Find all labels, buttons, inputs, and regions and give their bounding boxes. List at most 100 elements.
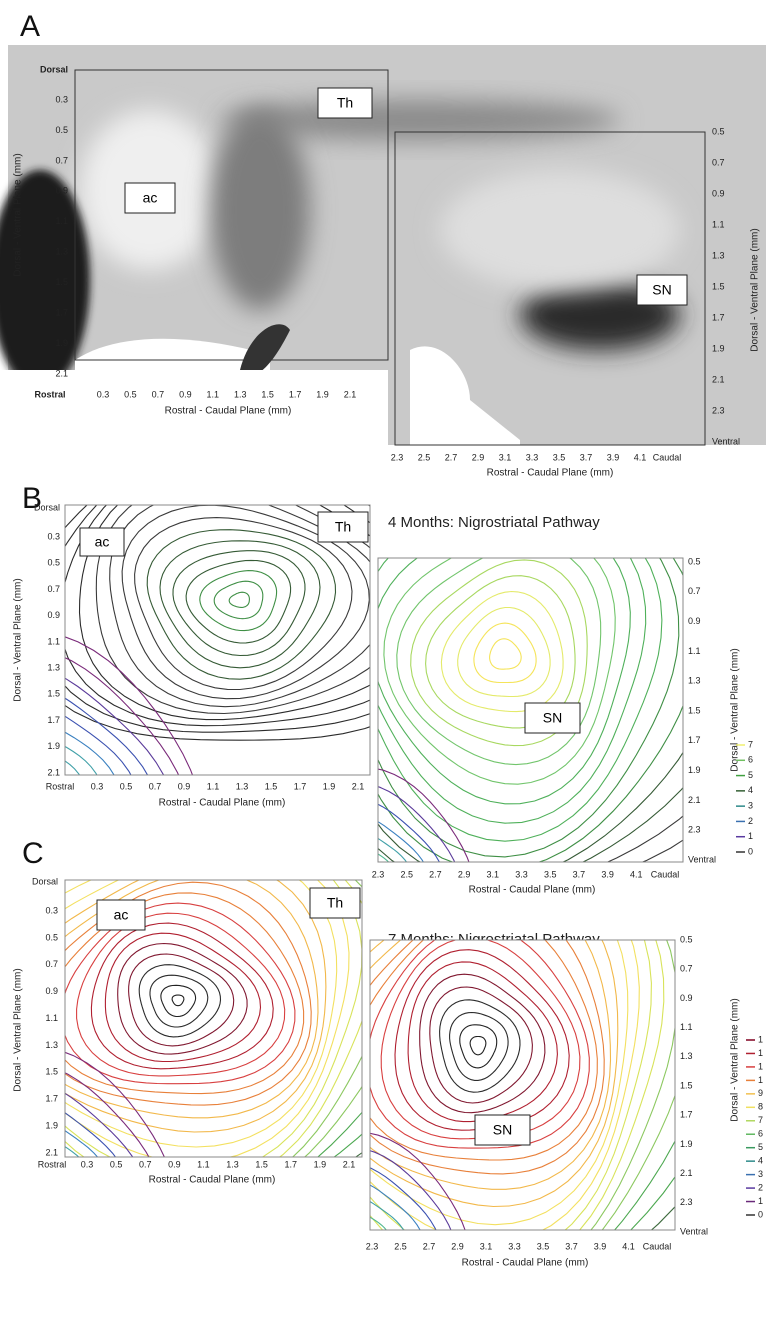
legend-label: 5 xyxy=(758,1142,763,1152)
y-tick-label: 0.3 xyxy=(47,531,60,541)
contour-line xyxy=(65,677,165,775)
x-tick-label: 0.7 xyxy=(149,781,162,791)
x-tick-label: 0.9 xyxy=(179,389,192,399)
y-tick-label: 0.7 xyxy=(712,157,725,167)
x-tick-label: 1.3 xyxy=(234,389,247,399)
right-plot: 0.5 0.7 0.9 1.1 1.3 1.5 1.7 1.9 2.1 2.3 Ventral 2.3… xyxy=(391,126,761,478)
x-tick-label: 0.3 xyxy=(97,389,110,399)
y-tick-label: 1.3 xyxy=(712,250,725,260)
contour-line xyxy=(457,606,551,698)
left-plot: Dorsal 0.3 0.5 0.7 0.9 1.1 1.3 1.5 1.7 1.9 2.1 Rost… xyxy=(13,502,371,809)
x-tick-label: 3.1 xyxy=(480,1241,493,1251)
region-label-box xyxy=(124,182,176,214)
contour-line xyxy=(1,1160,60,1223)
x-tick-label: 1.9 xyxy=(323,781,336,791)
y-axis-title: Dorsal - Ventral Plane (mm) xyxy=(13,153,24,276)
x-tick-label: 3.9 xyxy=(601,869,614,879)
region-label: SN xyxy=(543,710,562,726)
y-tick-label: 1.9 xyxy=(45,1120,58,1130)
contour-line xyxy=(65,902,296,1085)
legend-label: 1 xyxy=(758,1196,763,1206)
x-tick-label: 2.1 xyxy=(343,1159,356,1169)
contour-line xyxy=(76,912,286,1077)
legend: 7 6 5 4 3 2 1 0 xyxy=(736,739,753,856)
x-tick-label: 1.7 xyxy=(289,389,302,399)
contour-line xyxy=(65,505,370,741)
y-tick-label: 1.1 xyxy=(47,636,60,646)
x-tick-label: 1.5 xyxy=(261,389,274,399)
contour-line xyxy=(378,803,441,862)
contour-line xyxy=(378,786,456,862)
left-plot: Dorsal 0.3 0.5 0.7 0.9 1.1 1.3 1.5 1.7 1.9 2.1 Rost… xyxy=(1,876,363,1223)
y-tick-label: 0.5 xyxy=(45,932,58,942)
y-tick-label: 1.7 xyxy=(55,307,68,317)
y-tick-label: 1.1 xyxy=(680,1022,693,1032)
x-tick-label: 3.3 xyxy=(526,452,539,462)
y-tick-label: 1.3 xyxy=(45,1040,58,1050)
contour-line xyxy=(419,973,546,1114)
y-tick-label: 1.5 xyxy=(680,1080,693,1090)
region-label-box xyxy=(474,1114,531,1146)
x-tick-label: 1.7 xyxy=(294,781,307,791)
legend-label: 2 xyxy=(748,816,753,826)
contour-line xyxy=(65,697,149,775)
y-tick-label: 1.5 xyxy=(688,705,701,715)
right-plot: 0.5 0.7 0.9 1.1 1.3 1.5 1.7 1.9 2.1 2.3 Ventral 2.3… xyxy=(372,556,741,895)
contour-line xyxy=(78,505,370,721)
x-tick-label: 3.7 xyxy=(580,452,593,462)
x-tick-label: 0.9 xyxy=(178,781,191,791)
x-tick-label: 2.9 xyxy=(458,869,471,879)
contour-line xyxy=(95,505,370,715)
contour-line xyxy=(185,559,292,644)
x-tick-label: Caudal xyxy=(651,869,680,879)
x-tick-label: 2.3 xyxy=(372,869,385,879)
x-tick-label: 2.7 xyxy=(423,1241,436,1251)
contour-line xyxy=(65,880,327,1133)
contour-line xyxy=(378,558,683,862)
y-tick-label: 0.9 xyxy=(688,616,701,626)
x-tick-label: 2.7 xyxy=(445,452,458,462)
region-label: ac xyxy=(95,534,110,550)
contour-line xyxy=(65,880,338,1148)
contour-line xyxy=(65,715,132,775)
contour-line xyxy=(65,881,312,1106)
y-tick-label: 1.5 xyxy=(45,1067,58,1077)
x-tick-label: 2.5 xyxy=(394,1241,407,1251)
y-tick-label: 1.3 xyxy=(688,676,701,686)
y-tick-label: 0.5 xyxy=(712,126,725,136)
region-label: Th xyxy=(327,895,343,911)
plot-frame xyxy=(74,69,389,361)
region-label: SN xyxy=(493,1122,512,1138)
y-axis-title: Dorsal - Ventral Plane (mm) xyxy=(13,968,24,1091)
x-tick-label: 3.5 xyxy=(553,452,566,462)
x-tick-label: 1.1 xyxy=(207,389,220,399)
plot-frame xyxy=(369,939,676,1231)
y-tick-label: 1.5 xyxy=(55,277,68,287)
x-tick-label: 2.5 xyxy=(418,452,431,462)
contour-line xyxy=(370,1200,405,1230)
legend-label: 4 xyxy=(758,1156,763,1166)
contour-line xyxy=(104,932,262,1063)
y-tick-label: Ventral xyxy=(712,436,740,446)
x-tick-label: 3.9 xyxy=(607,452,620,462)
contour-line xyxy=(370,1167,437,1230)
y-tick-label: 0.5 xyxy=(688,556,701,566)
contour-line xyxy=(199,570,278,632)
y-tick-label: 2.1 xyxy=(680,1168,693,1178)
region-label: Th xyxy=(335,519,351,535)
region-label-box xyxy=(524,702,581,734)
x-tick-label: 2.3 xyxy=(366,1241,379,1251)
contour-line xyxy=(65,657,180,775)
x-axis-title: Rostral - Caudal Plane (mm) xyxy=(149,1175,276,1186)
x-tick-label: 1.5 xyxy=(265,781,278,791)
y-tick-label: 0.5 xyxy=(47,558,60,568)
plot-frame xyxy=(377,557,684,863)
contour-line xyxy=(65,892,305,1095)
contour-line xyxy=(370,1132,466,1230)
contour-line xyxy=(370,940,640,1230)
x-tick-label: 1.3 xyxy=(226,1159,239,1169)
y-tick-label: Ventral xyxy=(688,854,716,864)
y-tick-label: 0.7 xyxy=(47,584,60,594)
y-tick-label: 1.9 xyxy=(712,343,725,353)
